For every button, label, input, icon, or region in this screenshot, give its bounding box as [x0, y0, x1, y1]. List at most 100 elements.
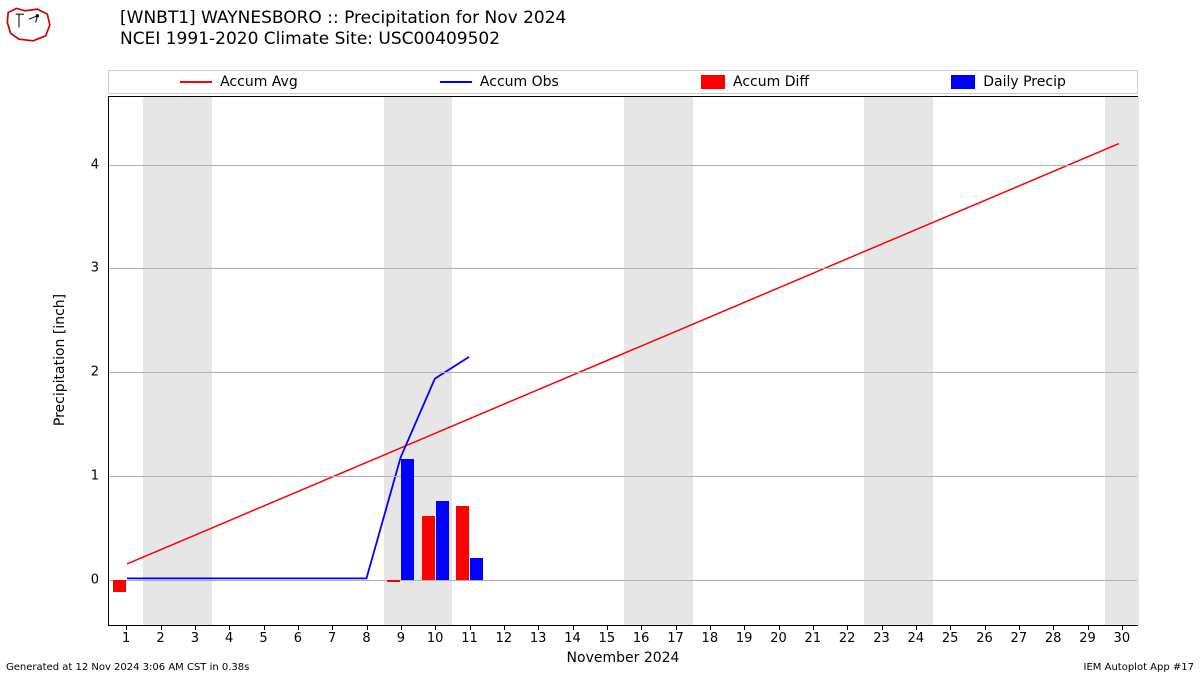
x-tick-label: 16 [633, 631, 650, 646]
x-tick [367, 625, 368, 630]
accum-obs-line [127, 357, 469, 579]
gridline [109, 165, 1137, 166]
x-axis-label: November 2024 [567, 650, 680, 666]
x-tick-label: 13 [530, 631, 547, 646]
daily-precip-bar [470, 558, 483, 580]
x-tick-label: 8 [362, 631, 370, 646]
legend-item: Daily Precip [951, 74, 1066, 90]
x-tick-label: 22 [839, 631, 856, 646]
x-tick [229, 625, 230, 630]
accum-diff-bar [456, 506, 469, 580]
x-tick [264, 625, 265, 630]
legend-item: Accum Avg [180, 74, 298, 90]
gridline [109, 476, 1137, 477]
x-tick [401, 625, 402, 630]
footer-generated: Generated at 12 Nov 2024 3:06 AM CST in … [6, 662, 249, 673]
x-tick [195, 625, 196, 630]
x-tick [161, 625, 162, 630]
accum-diff-bar [422, 516, 435, 580]
accum-diff-bar [113, 580, 126, 591]
gridline [109, 372, 1137, 373]
daily-precip-bar [436, 501, 449, 580]
x-tick-label: 10 [427, 631, 444, 646]
x-tick-label: 12 [496, 631, 513, 646]
legend-item: Accum Obs [440, 74, 559, 90]
x-tick-label: 11 [461, 631, 478, 646]
x-tick [470, 625, 471, 630]
x-tick-label: 24 [908, 631, 925, 646]
x-tick [504, 625, 505, 630]
x-tick-label: 28 [1045, 631, 1062, 646]
x-tick [710, 625, 711, 630]
gridline [109, 580, 1137, 581]
accum-diff-bar [387, 580, 400, 582]
x-tick [1088, 625, 1089, 630]
y-tick-label: 4 [69, 157, 99, 172]
legend-swatch [440, 81, 472, 83]
x-tick-label: 3 [191, 631, 199, 646]
x-tick-label: 20 [770, 631, 787, 646]
x-tick-label: 14 [564, 631, 581, 646]
x-tick-label: 15 [599, 631, 616, 646]
footer-appid: IEM Autoplot App #17 [1084, 662, 1194, 673]
x-tick [985, 625, 986, 630]
x-tick-label: 6 [294, 631, 302, 646]
daily-precip-bar [401, 459, 414, 581]
x-tick [916, 625, 917, 630]
x-tick [538, 625, 539, 630]
x-tick-label: 4 [225, 631, 233, 646]
legend-swatch [951, 75, 975, 89]
title-line-2: NCEI 1991-2020 Climate Site: USC00409502 [120, 29, 566, 50]
x-tick-label: 2 [156, 631, 164, 646]
x-tick-label: 1 [122, 631, 130, 646]
x-tick-label: 18 [702, 631, 719, 646]
y-tick-label: 3 [69, 261, 99, 276]
x-tick-label: 30 [1114, 631, 1131, 646]
x-tick [641, 625, 642, 630]
y-axis-label: Precipitation [inch] [52, 294, 68, 426]
legend-item: Accum Diff [701, 74, 809, 90]
x-tick-label: 29 [1079, 631, 1096, 646]
y-tick-label: 2 [69, 365, 99, 380]
x-tick [607, 625, 608, 630]
x-tick [676, 625, 677, 630]
x-tick [332, 625, 333, 630]
x-tick-label: 23 [873, 631, 890, 646]
gridline [109, 268, 1137, 269]
x-tick [813, 625, 814, 630]
x-tick [744, 625, 745, 630]
plot-area: 0123412345678910111213141516171819202122… [108, 96, 1138, 626]
legend-label: Daily Precip [983, 74, 1066, 90]
x-tick-label: 7 [328, 631, 336, 646]
x-tick [882, 625, 883, 630]
legend-swatch [701, 75, 725, 89]
legend-label: Accum Obs [480, 74, 559, 90]
x-tick [779, 625, 780, 630]
legend-label: Accum Diff [733, 74, 809, 90]
x-tick [1053, 625, 1054, 630]
title-line-1: [WNBT1] WAYNESBORO :: Precipitation for … [120, 8, 566, 29]
x-tick-label: 26 [976, 631, 993, 646]
x-tick-label: 25 [942, 631, 959, 646]
x-tick-label: 21 [805, 631, 822, 646]
x-tick-label: 27 [1011, 631, 1028, 646]
x-tick [847, 625, 848, 630]
legend-swatch [180, 81, 212, 83]
y-tick-label: 0 [69, 573, 99, 588]
plot-lines-svg [109, 97, 1137, 625]
x-tick [1019, 625, 1020, 630]
iem-logo-icon [4, 4, 54, 46]
x-tick [950, 625, 951, 630]
x-tick [1122, 625, 1123, 630]
chart-legend: Accum Avg Accum Obs Accum Diff Daily Precip [108, 70, 1138, 94]
x-tick [435, 625, 436, 630]
x-tick-label: 17 [667, 631, 684, 646]
x-tick-label: 9 [397, 631, 405, 646]
x-tick-label: 5 [259, 631, 267, 646]
x-tick-label: 19 [736, 631, 753, 646]
y-tick-label: 1 [69, 469, 99, 484]
x-tick [126, 625, 127, 630]
accum-avg-line [127, 144, 1119, 564]
x-tick [573, 625, 574, 630]
chart-title: [WNBT1] WAYNESBORO :: Precipitation for … [120, 8, 566, 51]
